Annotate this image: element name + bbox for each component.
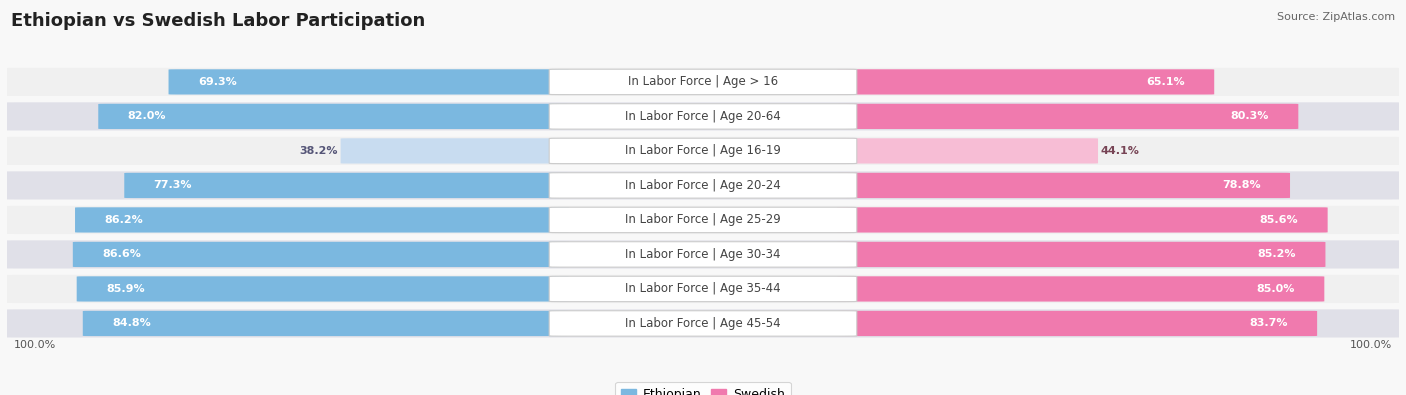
Text: 38.2%: 38.2%	[299, 146, 337, 156]
FancyBboxPatch shape	[550, 69, 856, 95]
Text: 83.7%: 83.7%	[1250, 318, 1288, 329]
Text: In Labor Force | Age 25-29: In Labor Force | Age 25-29	[626, 213, 780, 226]
Text: In Labor Force | Age 45-54: In Labor Force | Age 45-54	[626, 317, 780, 330]
Text: 86.2%: 86.2%	[104, 215, 143, 225]
Text: In Labor Force | Age 16-19: In Labor Force | Age 16-19	[626, 145, 780, 158]
FancyBboxPatch shape	[838, 276, 1324, 301]
FancyBboxPatch shape	[169, 69, 568, 94]
FancyBboxPatch shape	[73, 242, 568, 267]
Legend: Ethiopian, Swedish: Ethiopian, Swedish	[616, 382, 790, 395]
FancyBboxPatch shape	[3, 206, 1403, 234]
FancyBboxPatch shape	[550, 311, 856, 336]
FancyBboxPatch shape	[550, 173, 856, 198]
FancyBboxPatch shape	[838, 173, 1291, 198]
FancyBboxPatch shape	[550, 242, 856, 267]
FancyBboxPatch shape	[838, 69, 1215, 94]
Text: 65.1%: 65.1%	[1146, 77, 1185, 87]
FancyBboxPatch shape	[3, 240, 1403, 269]
Text: 85.6%: 85.6%	[1260, 215, 1298, 225]
FancyBboxPatch shape	[98, 104, 568, 129]
Text: 44.1%: 44.1%	[1101, 146, 1140, 156]
FancyBboxPatch shape	[838, 138, 1098, 164]
Text: 85.9%: 85.9%	[105, 284, 145, 294]
FancyBboxPatch shape	[75, 207, 568, 233]
FancyBboxPatch shape	[3, 102, 1403, 130]
Text: In Labor Force | Age 30-34: In Labor Force | Age 30-34	[626, 248, 780, 261]
FancyBboxPatch shape	[838, 311, 1317, 336]
Text: In Labor Force | Age 35-44: In Labor Force | Age 35-44	[626, 282, 780, 295]
Text: 85.2%: 85.2%	[1258, 249, 1296, 260]
FancyBboxPatch shape	[838, 207, 1327, 233]
Text: 69.3%: 69.3%	[198, 77, 236, 87]
Text: Source: ZipAtlas.com: Source: ZipAtlas.com	[1277, 12, 1395, 22]
Text: 84.8%: 84.8%	[112, 318, 150, 329]
FancyBboxPatch shape	[340, 138, 568, 164]
FancyBboxPatch shape	[550, 138, 856, 164]
Text: In Labor Force | Age 20-24: In Labor Force | Age 20-24	[626, 179, 780, 192]
FancyBboxPatch shape	[3, 309, 1403, 337]
FancyBboxPatch shape	[124, 173, 568, 198]
FancyBboxPatch shape	[83, 311, 568, 336]
FancyBboxPatch shape	[550, 276, 856, 302]
Text: Ethiopian vs Swedish Labor Participation: Ethiopian vs Swedish Labor Participation	[11, 12, 426, 30]
Text: 100.0%: 100.0%	[14, 340, 56, 350]
FancyBboxPatch shape	[3, 275, 1403, 303]
Text: 82.0%: 82.0%	[128, 111, 166, 121]
FancyBboxPatch shape	[3, 171, 1403, 199]
FancyBboxPatch shape	[3, 68, 1403, 96]
Text: 100.0%: 100.0%	[1350, 340, 1392, 350]
Text: 77.3%: 77.3%	[153, 181, 193, 190]
Text: In Labor Force | Age > 16: In Labor Force | Age > 16	[628, 75, 778, 88]
Text: 78.8%: 78.8%	[1222, 181, 1261, 190]
FancyBboxPatch shape	[838, 104, 1298, 129]
FancyBboxPatch shape	[838, 242, 1326, 267]
Text: 86.6%: 86.6%	[103, 249, 141, 260]
FancyBboxPatch shape	[77, 276, 568, 301]
Text: 80.3%: 80.3%	[1230, 111, 1270, 121]
FancyBboxPatch shape	[550, 207, 856, 233]
Text: In Labor Force | Age 20-64: In Labor Force | Age 20-64	[626, 110, 780, 123]
Text: 85.0%: 85.0%	[1257, 284, 1295, 294]
FancyBboxPatch shape	[550, 104, 856, 129]
FancyBboxPatch shape	[3, 137, 1403, 165]
